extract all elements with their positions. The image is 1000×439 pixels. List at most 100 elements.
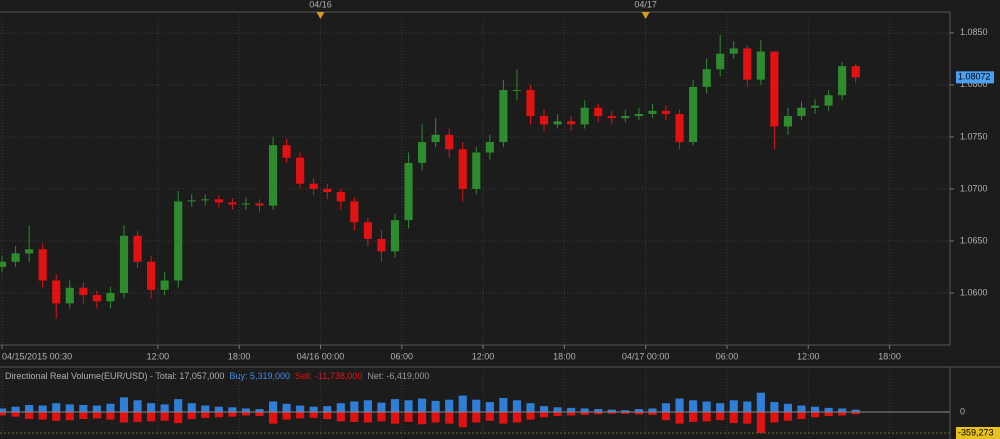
candle-body	[431, 134, 440, 143]
buy-bar	[729, 400, 738, 412]
buy-bar	[65, 404, 74, 412]
candle-body	[377, 238, 386, 252]
candle-body	[539, 116, 549, 125]
candle-body	[824, 95, 833, 106]
x-tick-label: 12:00	[472, 351, 495, 361]
sell-bar	[485, 411, 494, 421]
candle-body	[187, 200, 196, 202]
candle-body	[607, 116, 616, 119]
sell-bar	[11, 411, 20, 417]
sell-bar	[743, 411, 752, 424]
buy-bar	[512, 400, 522, 412]
candle-body	[689, 86, 698, 143]
candle-body	[323, 188, 332, 193]
candle-body	[472, 152, 481, 189]
sell-bar	[187, 411, 196, 420]
buy-bar	[580, 408, 589, 412]
sell-bar	[336, 411, 345, 422]
buy-bar	[431, 400, 440, 412]
sell-bar	[851, 411, 860, 415]
buy-bar	[607, 409, 616, 412]
sell-bar	[404, 411, 413, 422]
buy-bar	[201, 405, 210, 412]
volume-net: Net: -6,419,000	[367, 371, 429, 381]
day-marker-label: 04/17	[634, 0, 657, 9]
candle-body	[621, 116, 630, 119]
sell-bar	[201, 411, 210, 418]
sell-bar	[526, 411, 535, 420]
candle-body	[106, 292, 115, 302]
sell-bar	[689, 411, 698, 422]
sell-bar	[92, 411, 101, 419]
sell-bar	[133, 411, 142, 422]
buy-bar	[11, 406, 20, 412]
buy-bar	[214, 406, 223, 412]
buy-bar	[702, 401, 711, 412]
sell-bar	[810, 411, 820, 418]
sell-bar	[268, 411, 278, 424]
candle-body	[851, 66, 860, 78]
y-tick-label: 1.0700	[960, 183, 988, 193]
day-marker	[316, 12, 325, 19]
sell-bar	[729, 411, 738, 424]
sell-bar	[377, 411, 386, 422]
buy-bar	[268, 401, 278, 412]
buy-bar	[770, 402, 779, 412]
sell-bar	[539, 411, 549, 418]
buy-bar	[38, 405, 47, 412]
buy-bar	[350, 401, 359, 412]
sell-bar	[661, 411, 671, 421]
candle-body	[228, 202, 237, 205]
candle-body	[418, 142, 427, 163]
candle-body	[567, 121, 576, 125]
sell-bar	[445, 411, 454, 424]
sell-bar	[119, 411, 129, 423]
y2-tick-label: 0	[960, 406, 965, 416]
volume-buy: Buy: 5,319,000	[229, 371, 290, 381]
y-tick-label: 1.0600	[960, 287, 988, 297]
candle-body	[268, 145, 278, 206]
sell-bar	[296, 411, 305, 419]
candle-body	[363, 222, 372, 239]
sell-bar	[716, 411, 725, 421]
y2-tick-label: -359,273	[958, 427, 994, 437]
x-tick-label: 04/17 00:00	[622, 351, 670, 361]
sell-bar	[607, 411, 616, 414]
y-tick-label: 1.0750	[960, 131, 988, 141]
buy-bar	[743, 401, 752, 412]
candle-body	[404, 162, 413, 221]
candle-body	[661, 110, 671, 114]
candle-body	[52, 280, 61, 304]
sell-bar	[228, 411, 237, 417]
candle-body	[92, 295, 101, 302]
candle-body	[810, 105, 820, 108]
buy-bar	[661, 403, 671, 412]
sell-bar	[838, 411, 847, 416]
candle-body	[512, 90, 522, 92]
x-tick-label: 04/16 00:00	[297, 351, 345, 361]
buy-bar	[228, 407, 237, 412]
sell-bar	[512, 411, 522, 423]
buy-bar	[187, 403, 196, 412]
candle-body	[485, 142, 494, 153]
candle-body	[11, 253, 20, 262]
buy-bar	[133, 400, 142, 412]
sell-bar	[458, 411, 467, 428]
candle-body	[241, 203, 250, 205]
x-tick-label: 18:00	[228, 351, 251, 361]
sell-bar	[553, 411, 562, 417]
buy-bar	[716, 403, 725, 412]
candle-body	[0, 261, 7, 267]
day-marker	[641, 12, 650, 19]
buy-bar	[675, 398, 684, 412]
sell-bar	[241, 411, 250, 416]
sell-bar	[38, 411, 47, 420]
y-tick-label: 1.0800	[960, 79, 988, 89]
candle-body	[201, 199, 210, 201]
buy-bar	[689, 400, 698, 412]
buy-bar	[119, 397, 129, 412]
buy-bar	[810, 406, 820, 412]
candle-body	[25, 249, 34, 254]
buy-bar	[336, 403, 345, 412]
sell-bar	[174, 411, 183, 424]
